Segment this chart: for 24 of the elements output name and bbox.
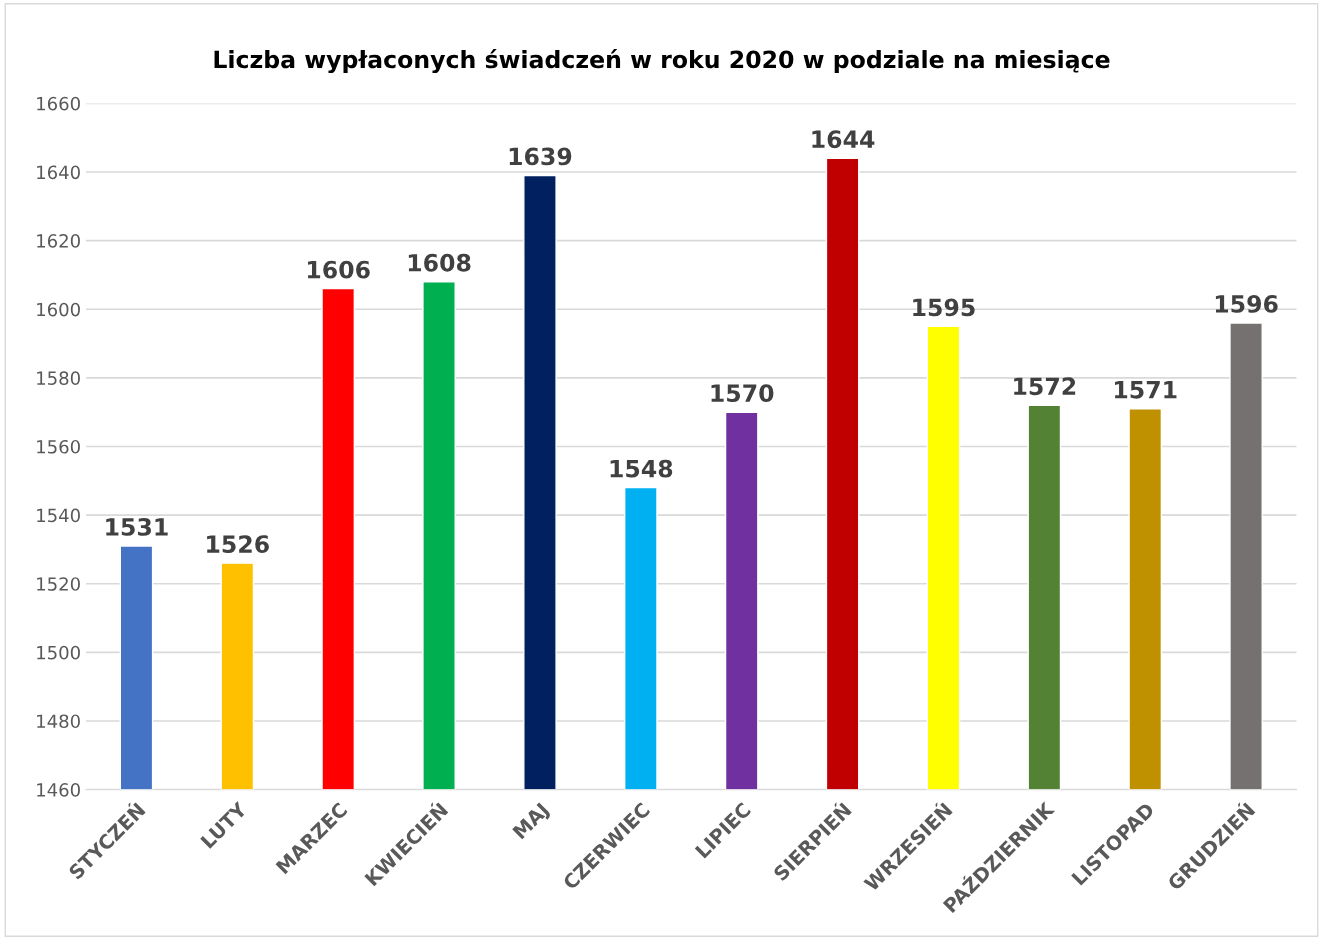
y-tick-label: 1640 bbox=[37, 165, 80, 180]
y-tick-label: 1560 bbox=[37, 439, 80, 454]
data-label: 1572 bbox=[1014, 377, 1076, 396]
y-tick-label: 1500 bbox=[37, 645, 80, 660]
y-tick-label: 1660 bbox=[37, 96, 80, 111]
data-label: 1595 bbox=[913, 298, 975, 317]
chart-title: Liczba wypłaconych świadczeń w roku 2020 w podziale na miesiące bbox=[214, 49, 1110, 74]
data-label: 1571 bbox=[1115, 381, 1177, 399]
y-tick-label: 1460 bbox=[37, 783, 80, 797]
y-tick-label: 1580 bbox=[37, 371, 80, 385]
y-tick-label: 1540 bbox=[37, 508, 80, 523]
y-tick-label: 1480 bbox=[37, 714, 80, 729]
data-label: 1526 bbox=[207, 535, 269, 554]
data-label: 1570 bbox=[711, 384, 774, 403]
data-label: 1531 bbox=[106, 518, 168, 536]
y-tick-label: 1620 bbox=[37, 234, 80, 248]
y-tick-label: 1600 bbox=[37, 302, 80, 317]
data-label: 1644 bbox=[812, 130, 875, 149]
data-label: 1548 bbox=[610, 459, 673, 478]
data-label: 1596 bbox=[1215, 295, 1278, 313]
y-tick-label: 1520 bbox=[37, 577, 80, 591]
data-label: 1608 bbox=[408, 253, 471, 272]
data-label: 1639 bbox=[509, 147, 572, 166]
data-label: 1606 bbox=[308, 260, 370, 279]
